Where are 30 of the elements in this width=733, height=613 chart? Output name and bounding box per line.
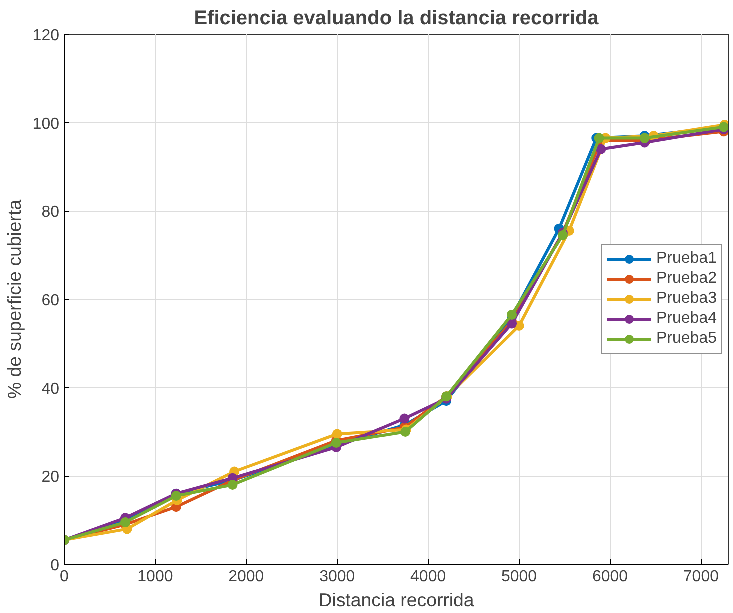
- x-tick-label: 4000: [410, 568, 446, 586]
- x-tick-label: 6000: [592, 568, 628, 586]
- y-tick-label: 0: [50, 558, 60, 574]
- chart-title: Eficiencia evaluando la distancia recorrida: [194, 8, 600, 30]
- x-tick-label: 3000: [320, 568, 356, 586]
- point: [400, 427, 411, 437]
- x-axis-title: Distancia recorrida: [318, 590, 475, 610]
- y-tick-label: 40: [42, 380, 60, 398]
- point: [507, 310, 518, 320]
- point: [228, 480, 238, 490]
- y-tick-label: 100: [32, 116, 60, 133]
- point: [400, 414, 410, 424]
- y-tick-label: 60: [42, 292, 60, 310]
- y-tick-label: 20: [42, 469, 60, 486]
- x-tick-label: 1000: [138, 568, 174, 586]
- point: [596, 144, 606, 154]
- x-tick-label: 7000: [683, 568, 720, 586]
- point: [171, 491, 182, 502]
- point: [594, 133, 604, 144]
- legend-label: Prueba3: [656, 290, 717, 308]
- y-tick-label: 80: [42, 204, 60, 222]
- legend-label: Prueba5: [656, 330, 717, 348]
- legend-label: Prueba1: [656, 250, 717, 268]
- legend-label: Prueba4: [656, 310, 717, 328]
- x-tick-label: 5000: [502, 568, 538, 586]
- point: [332, 429, 342, 440]
- x-tick-label: 2000: [228, 568, 264, 586]
- y-tick-label: 120: [32, 28, 60, 44]
- legend-label: Prueba2: [656, 270, 717, 288]
- y-axis-title: % de superficie cubierta: [4, 199, 25, 400]
